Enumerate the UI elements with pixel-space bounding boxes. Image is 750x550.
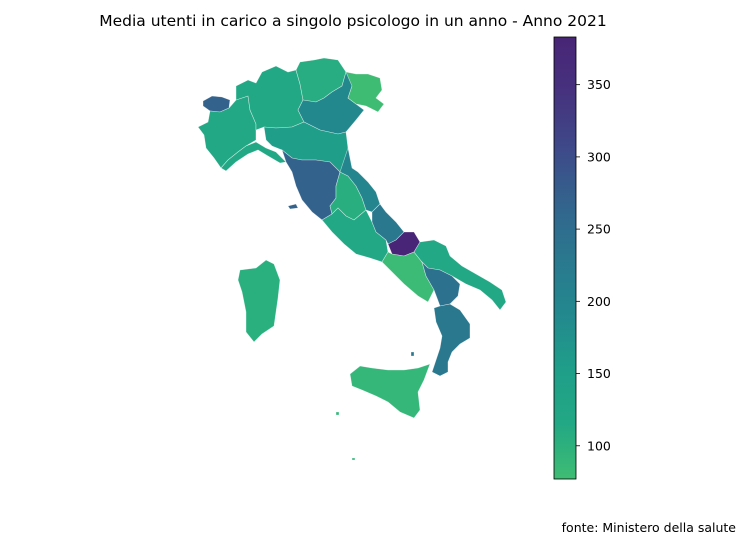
colorbar-scale: [553, 36, 577, 480]
island-small-1: Sicilia: [335, 411, 340, 416]
italy-map: Valle d'Aosta Piemonte Lombardia Trentin…: [197, 57, 507, 461]
region-friuli: Friuli-Venezia Giulia: [345, 71, 385, 113]
region-elba: Toscana: [287, 203, 299, 210]
colorbar-tick-label: 200: [587, 294, 611, 309]
colorbar-ticks: 100 150 200 250 300 350: [576, 77, 611, 453]
colorbar-tick-label: 100: [587, 438, 611, 453]
region-sicilia: Sicilia: [349, 363, 431, 419]
colorbar-tick-label: 350: [587, 77, 611, 92]
colorbar: 100 150 200 250 300 350: [553, 36, 611, 480]
map-title: Media utenti in carico a singolo psicolo…: [99, 12, 607, 30]
colorbar-tick-label: 150: [587, 366, 611, 381]
region-basilicata: Basilicata: [421, 260, 461, 307]
colorbar-tick-label: 250: [587, 222, 611, 237]
region-calabria: Calabria: [431, 303, 471, 377]
source-note: fonte: Ministero della salute: [561, 520, 736, 535]
region-sardegna: Sardegna: [237, 259, 281, 343]
island-small-3: Calabria: [410, 351, 415, 357]
island-small-2: Sicilia: [351, 457, 356, 461]
colorbar-tick-label: 300: [587, 149, 611, 164]
